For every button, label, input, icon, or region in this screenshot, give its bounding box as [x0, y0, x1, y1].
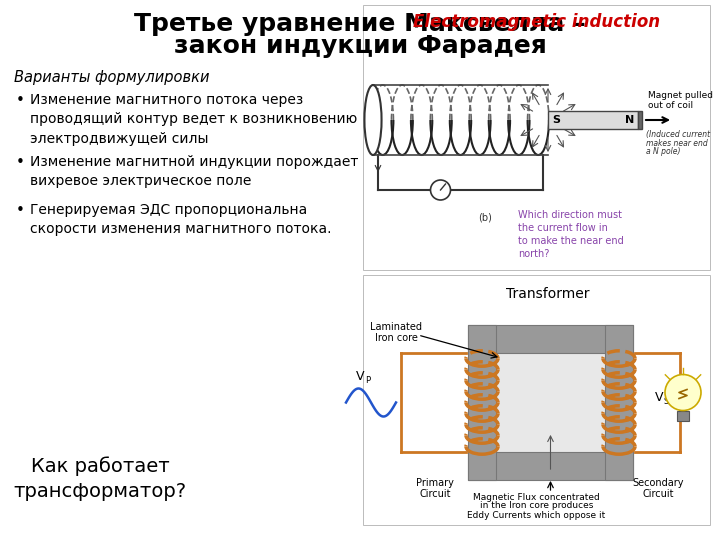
Text: Primary: Primary [416, 478, 454, 488]
Text: Третье уравнение Максвелла –: Третье уравнение Максвелла – [134, 12, 586, 36]
Text: Iron core: Iron core [374, 333, 418, 343]
Bar [496, 353, 605, 452]
Text: V: V [356, 370, 364, 383]
Text: Circuit: Circuit [419, 489, 451, 499]
Text: makes near end: makes near end [646, 138, 708, 147]
Text: закон индукции Фарадея: закон индукции Фарадея [174, 34, 546, 58]
Text: Laminated: Laminated [370, 322, 422, 332]
Text: N: N [626, 115, 634, 125]
Bar [638, 111, 642, 129]
Text: Circuit: Circuit [642, 489, 674, 499]
Bar [468, 452, 633, 480]
Text: Magnet pulled: Magnet pulled [648, 91, 713, 99]
Text: Magnetic Flux concentrated: Magnetic Flux concentrated [473, 492, 600, 502]
Bar [468, 325, 496, 480]
Text: to make the near end: to make the near end [518, 236, 624, 246]
Text: S: S [664, 397, 670, 406]
Text: north?: north? [518, 249, 549, 259]
Text: Варианты формулировки: Варианты формулировки [14, 70, 210, 85]
Text: P: P [365, 376, 370, 385]
Text: out of coil: out of coil [648, 102, 693, 111]
Bar [605, 325, 633, 480]
Bar [363, 275, 710, 525]
Text: Secondary: Secondary [632, 478, 684, 488]
Text: Изменение магнитного потока через
проводящий контур ведет к возникновению
электр: Изменение магнитного потока через провод… [30, 93, 357, 146]
Text: in the Iron core produces: in the Iron core produces [480, 502, 593, 510]
Text: the current flow in: the current flow in [518, 223, 608, 233]
Text: Which direction must: Which direction must [518, 210, 622, 220]
Text: •: • [16, 155, 24, 170]
Text: •: • [16, 203, 24, 218]
Text: Transformer: Transformer [506, 287, 590, 301]
Bar [548, 111, 638, 129]
Text: Генерируемая ЭДС пропорциональна
скорости изменения магнитного потока.: Генерируемая ЭДС пропорциональна скорост… [30, 203, 331, 237]
Text: a N pole): a N pole) [646, 147, 680, 157]
Bar [363, 5, 710, 270]
Ellipse shape [364, 85, 382, 155]
Text: S: S [552, 115, 560, 125]
Text: •: • [16, 93, 24, 108]
Text: V: V [655, 391, 664, 404]
Text: (Induced current: (Induced current [646, 130, 710, 138]
Circle shape [665, 375, 701, 410]
Text: (b): (b) [478, 213, 492, 223]
Bar [468, 325, 633, 353]
Circle shape [431, 180, 451, 200]
Bar [677, 410, 689, 421]
Text: Electromagnetic induction: Electromagnetic induction [413, 13, 660, 31]
Text: Eddy Currents which oppose it: Eddy Currents which oppose it [467, 510, 606, 519]
Text: Как работает
трансформатор?: Как работает трансформатор? [14, 456, 186, 501]
Text: Изменение магнитной индукции порождает
вихревое электрическое поле: Изменение магнитной индукции порождает в… [30, 155, 359, 188]
